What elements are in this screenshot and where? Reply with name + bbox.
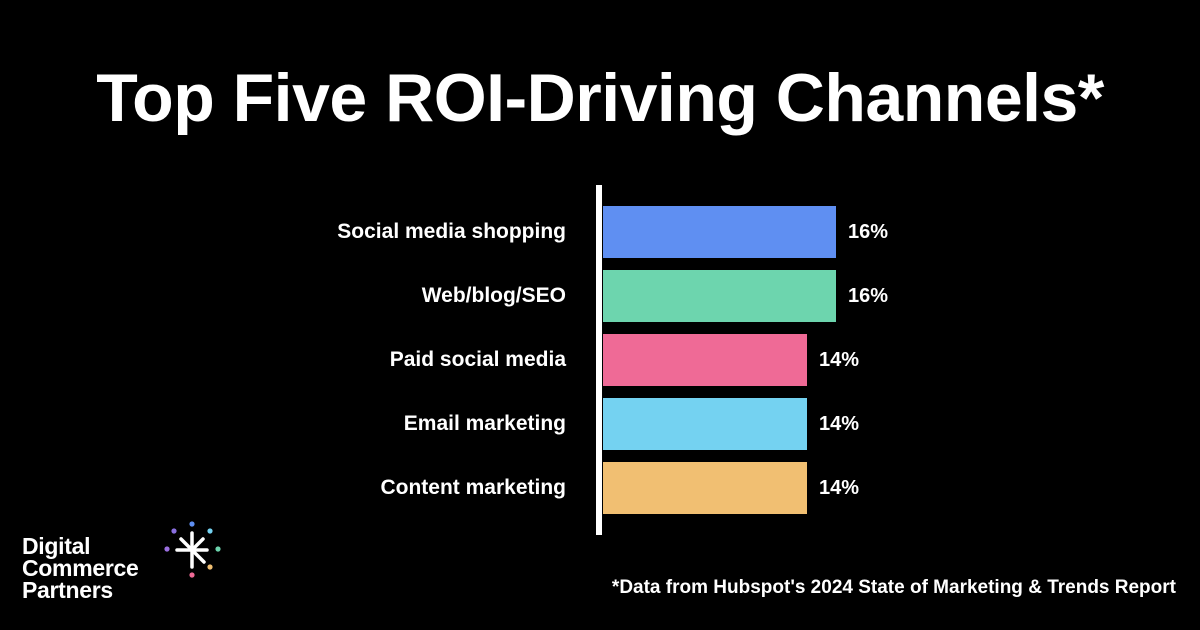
bar-row: Social media shopping 16% xyxy=(0,206,1200,258)
value-label: 14% xyxy=(819,477,860,499)
sparkle-icon xyxy=(164,521,221,578)
chart-title: Top Five ROI-Driving Channels* xyxy=(96,60,1104,136)
bar xyxy=(603,462,807,514)
value-label: 16% xyxy=(848,285,889,307)
bar xyxy=(603,398,807,450)
bar xyxy=(603,206,836,258)
source-footnote: *Data from Hubspot's 2024 State of Marke… xyxy=(611,577,1176,598)
brand-logo: Digital Commerce Partners xyxy=(22,521,221,603)
bar-row: Web/blog/SEO 16% xyxy=(0,270,1200,322)
bar-row: Content marketing 14% xyxy=(0,462,1200,514)
logo-line-1: Digital xyxy=(22,533,91,559)
value-label: 14% xyxy=(819,349,860,371)
bar xyxy=(603,334,807,386)
logo-line-3: Partners xyxy=(22,577,113,603)
category-label: Web/blog/SEO xyxy=(421,284,566,307)
bar-row: Email marketing 14% xyxy=(0,398,1200,450)
logo-line-2: Commerce xyxy=(22,555,139,581)
y-axis-line xyxy=(596,185,602,535)
bar xyxy=(603,270,836,322)
category-label: Email marketing xyxy=(403,412,566,435)
category-label: Social media shopping xyxy=(337,220,566,243)
bar-row: Paid social media 14% xyxy=(0,334,1200,386)
value-label: 16% xyxy=(848,221,889,243)
value-label: 14% xyxy=(819,413,860,435)
category-label: Paid social media xyxy=(389,348,566,371)
category-label: Content marketing xyxy=(380,476,566,499)
